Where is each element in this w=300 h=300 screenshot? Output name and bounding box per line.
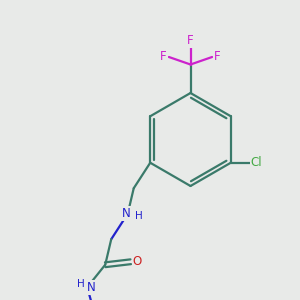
Text: F: F	[214, 50, 221, 64]
Text: F: F	[160, 50, 167, 64]
Text: N: N	[122, 207, 130, 220]
Text: H: H	[135, 211, 143, 221]
Text: Cl: Cl	[250, 156, 262, 169]
Text: O: O	[133, 255, 142, 268]
Text: F: F	[187, 34, 194, 47]
Text: H: H	[77, 279, 85, 289]
Text: N: N	[86, 281, 95, 294]
